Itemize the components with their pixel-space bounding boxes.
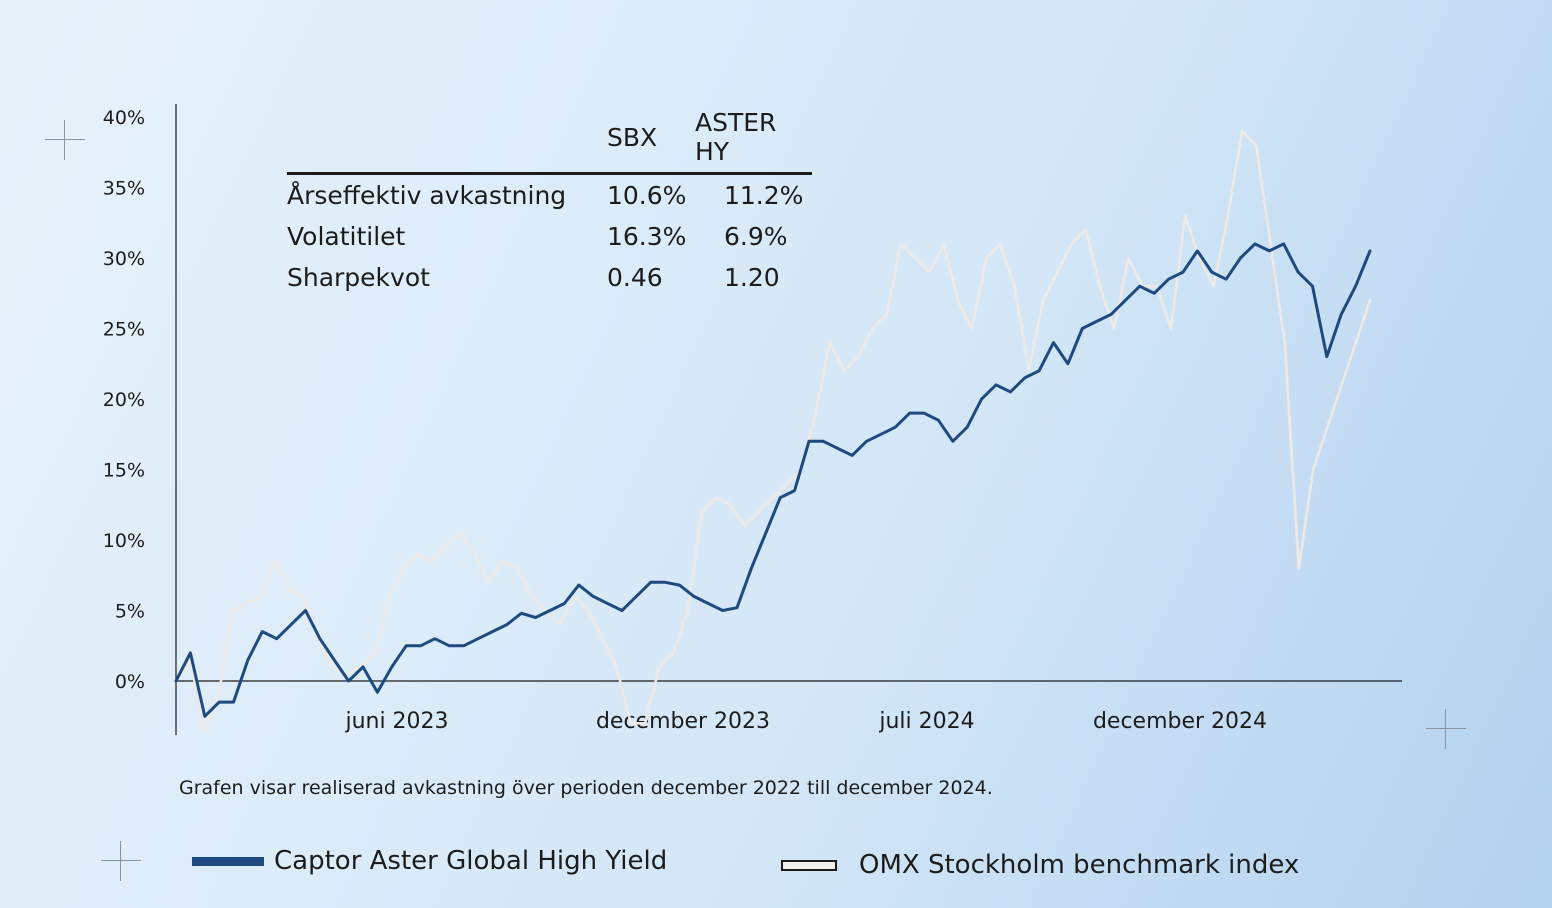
y-tick-label: 40% xyxy=(103,107,145,129)
crosshair-decoration-icon xyxy=(45,120,85,160)
stats-sbx-value: 10.6% xyxy=(607,181,687,210)
legend-label-aster: Captor Aster Global High Yield xyxy=(274,846,668,876)
stats-aster-value: 1.20 xyxy=(724,263,780,292)
y-tick-label: 10% xyxy=(103,530,145,552)
x-tick-label: juli 2024 xyxy=(878,709,974,734)
x-tick-label: december 2023 xyxy=(596,709,770,734)
y-tick-label: 15% xyxy=(103,460,145,482)
stats-header-aster: ASTER HY xyxy=(695,108,812,175)
stats-header-row: SBX ASTER HY xyxy=(287,108,812,175)
y-tick-label: 0% xyxy=(115,671,145,693)
stats-sbx-value: 0.46 xyxy=(607,263,663,292)
stats-row-label: Årseffektiv avkastning xyxy=(287,181,567,210)
stats-header-sbx: SBX xyxy=(607,108,695,175)
chart-series xyxy=(174,129,1372,732)
stats-sbx-value: 16.3% xyxy=(607,222,687,251)
y-axis-ticks: 0% 5% 10% 15% 20% 25% 30% 35% 40% xyxy=(103,107,145,693)
legend-swatch-aster xyxy=(192,856,264,866)
stats-header-empty xyxy=(287,108,607,175)
stats-table: SBX ASTER HY Årseffektiv avkastning 10.6… xyxy=(287,108,812,298)
stats-row: Årseffektiv avkastning 10.6% 11.2% xyxy=(287,174,812,217)
stats-row-label: Sharpekvot xyxy=(287,263,430,292)
series-line-aster xyxy=(174,242,1372,718)
y-tick-label: 5% xyxy=(115,601,145,623)
legend-item-omx: OMX Stockholm benchmark index xyxy=(781,850,1299,880)
crosshair-decoration-icon xyxy=(101,841,141,881)
legend-item-aster: Captor Aster Global High Yield xyxy=(192,846,667,876)
x-tick-label: december 2024 xyxy=(1093,709,1267,734)
y-tick-label: 25% xyxy=(103,319,145,341)
stats-row: Volatitilet 16.3% 6.9% xyxy=(287,216,812,257)
legend-label-omx: OMX Stockholm benchmark index xyxy=(859,850,1300,880)
legend-swatch-omx xyxy=(781,859,837,871)
y-tick-label: 30% xyxy=(103,248,145,270)
y-tick-label: 35% xyxy=(103,178,145,200)
stats-row: Sharpekvot 0.46 1.20 xyxy=(287,257,812,298)
crosshair-decoration-icon xyxy=(1426,709,1466,749)
stats-aster-value: 11.2% xyxy=(724,181,804,210)
stats-aster-value: 6.9% xyxy=(724,222,788,251)
x-tick-label: juni 2023 xyxy=(344,709,448,734)
y-tick-label: 20% xyxy=(103,389,145,411)
x-axis-ticks: juni 2023 december 2023 juli 2024 december … xyxy=(344,709,1267,734)
stats-row-label: Volatitilet xyxy=(287,222,406,251)
chart-caption: Grafen visar realiserad avkastning över … xyxy=(179,777,993,799)
series-line-omx xyxy=(174,129,1372,732)
chart-axes xyxy=(175,104,1402,735)
